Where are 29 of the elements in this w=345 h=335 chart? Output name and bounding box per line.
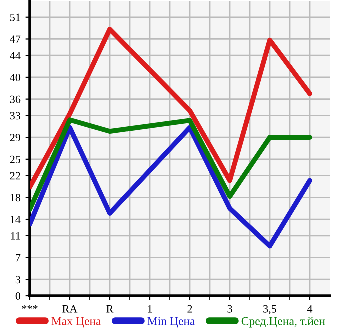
legend-label: Сред.Цена, т.йен	[242, 317, 326, 328]
y-tick-label: 25	[10, 156, 21, 164]
y-tick-label: 22	[10, 172, 20, 180]
y-tick-label: 44	[10, 52, 21, 60]
x-tick-label: RA	[62, 305, 78, 313]
y-tick-label: 40	[10, 74, 21, 82]
y-tick-label: 18	[10, 194, 21, 202]
x-tick-label: 1	[148, 305, 152, 313]
y-tick-label: 29	[10, 134, 21, 142]
line-series	[30, 118, 312, 212]
y-tick-label: 47	[10, 36, 21, 44]
y-tick-label: 14	[10, 216, 21, 224]
legend-label: Min Цена	[148, 317, 196, 328]
legend-label: Max Цена	[52, 317, 102, 328]
y-tick-label: 3	[16, 276, 21, 284]
y-tick-label: 11	[11, 232, 20, 240]
x-tick-label: 3,5	[264, 305, 277, 314]
x-tick-label: 4	[307, 305, 313, 313]
line-series	[30, 125, 312, 249]
x-tick-label: ***	[22, 305, 38, 310]
x-tick-label: R	[106, 305, 114, 313]
y-tick-label: 36	[10, 96, 21, 104]
y-tick-label: 7	[16, 254, 21, 262]
y-tick-label: 33	[10, 112, 21, 120]
x-tick-label: 2	[188, 305, 192, 313]
x-tick-label: 3	[228, 305, 232, 313]
line-series	[30, 26, 312, 190]
y-tick-label: 51	[10, 14, 20, 22]
y-tick-label: 0	[16, 292, 21, 300]
